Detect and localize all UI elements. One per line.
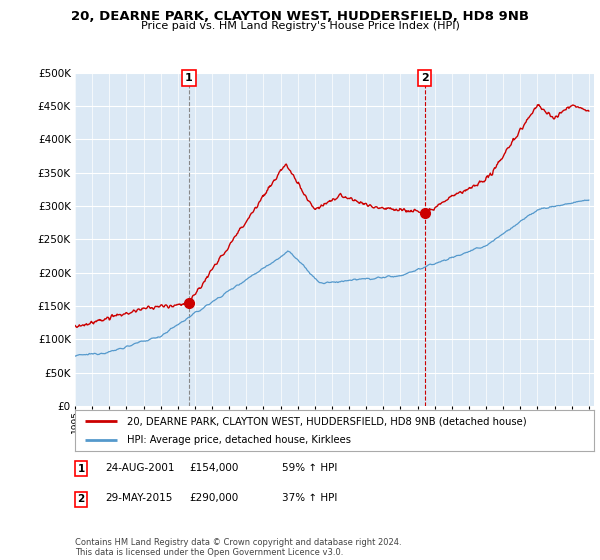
Text: 29-MAY-2015: 29-MAY-2015: [105, 493, 172, 503]
Text: £290,000: £290,000: [189, 493, 238, 503]
Text: 59% ↑ HPI: 59% ↑ HPI: [282, 463, 337, 473]
Text: 37% ↑ HPI: 37% ↑ HPI: [282, 493, 337, 503]
Text: 1: 1: [77, 464, 85, 474]
Text: Contains HM Land Registry data © Crown copyright and database right 2024.
This d: Contains HM Land Registry data © Crown c…: [75, 538, 401, 557]
Text: 20, DEARNE PARK, CLAYTON WEST, HUDDERSFIELD, HD8 9NB (detached house): 20, DEARNE PARK, CLAYTON WEST, HUDDERSFI…: [127, 417, 527, 426]
Text: 2: 2: [421, 73, 428, 83]
Text: 2: 2: [77, 494, 85, 505]
Text: £154,000: £154,000: [189, 463, 238, 473]
Text: 24-AUG-2001: 24-AUG-2001: [105, 463, 175, 473]
Text: 20, DEARNE PARK, CLAYTON WEST, HUDDERSFIELD, HD8 9NB: 20, DEARNE PARK, CLAYTON WEST, HUDDERSFI…: [71, 10, 529, 22]
Text: 1: 1: [185, 73, 193, 83]
Text: HPI: Average price, detached house, Kirklees: HPI: Average price, detached house, Kirk…: [127, 435, 351, 445]
Text: Price paid vs. HM Land Registry's House Price Index (HPI): Price paid vs. HM Land Registry's House …: [140, 21, 460, 31]
